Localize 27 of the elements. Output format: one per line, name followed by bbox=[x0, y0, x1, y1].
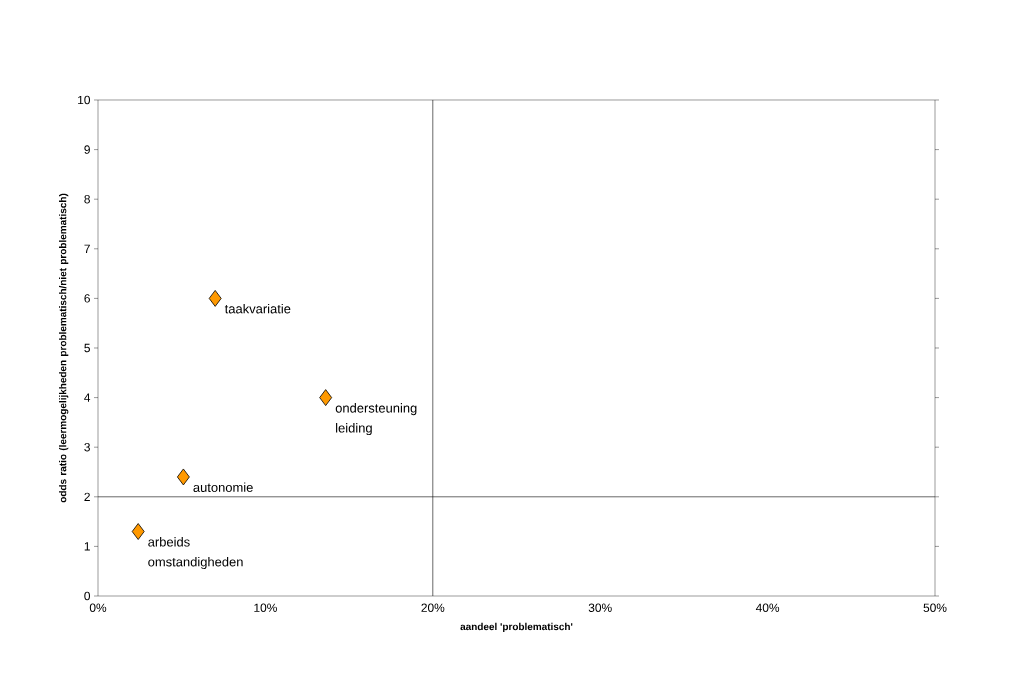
y-tick-label: 1 bbox=[84, 542, 90, 551]
annotation: taakvariatie bbox=[224, 303, 291, 314]
x-tick-label: 0% bbox=[89, 603, 107, 612]
point bbox=[319, 389, 333, 406]
x-axis-title: aandeel 'problematisch' bbox=[460, 622, 573, 633]
point bbox=[176, 468, 190, 486]
annotation: autonomie bbox=[193, 482, 253, 492]
annotation: ondersteuning leiding bbox=[335, 403, 417, 436]
x-tick-label: 30% bbox=[588, 603, 612, 612]
y-tick-label: 8 bbox=[84, 194, 90, 204]
y-tick-label: 5 bbox=[84, 343, 90, 353]
y-tick-label: 2 bbox=[84, 492, 90, 501]
annotation: arbeids omstandigheden bbox=[148, 537, 243, 570]
y-tick-label: 9 bbox=[84, 145, 90, 154]
y-tick-label: 4 bbox=[84, 393, 91, 402]
x-tick-label: 10% bbox=[254, 603, 277, 612]
y-tick-label: 0 bbox=[84, 591, 91, 601]
y-tick-label: 7 bbox=[84, 244, 90, 253]
y-tick-label: 10 bbox=[78, 95, 91, 105]
y-tick-label: 6 bbox=[84, 294, 90, 303]
x-tick-label: 20% bbox=[421, 603, 445, 612]
point bbox=[208, 290, 222, 307]
point bbox=[131, 523, 145, 540]
y-axis-title: odds ratio (leermogelijkheden problematisch/niet problematisch) bbox=[59, 193, 69, 503]
x-tick-label: 40% bbox=[755, 603, 780, 612]
y-tick-label: 3 bbox=[84, 442, 90, 452]
x-tick-label: 50% bbox=[923, 603, 947, 612]
